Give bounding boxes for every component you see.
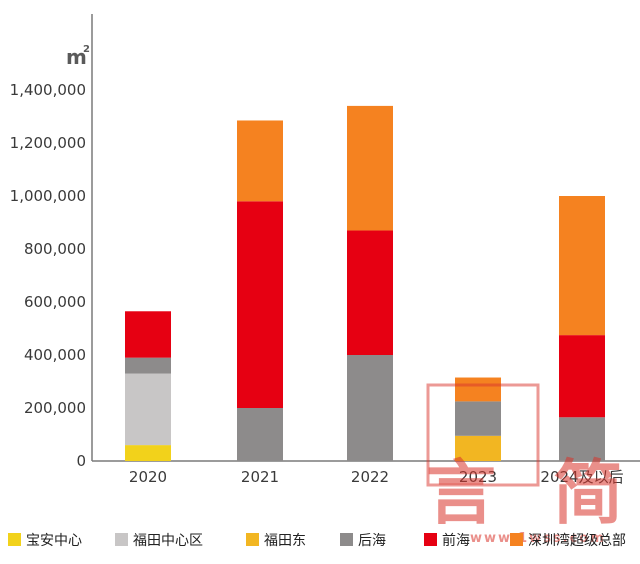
legend-swatch <box>115 533 128 546</box>
bar-segment <box>559 335 605 418</box>
legend-label: 福田东 <box>264 533 306 549</box>
bar-segment <box>455 435 501 461</box>
bar-segment <box>347 230 393 355</box>
y-tick-label: 0 <box>76 452 86 470</box>
bar-segment <box>347 105 393 231</box>
legend: 宝安中心 福田中心区 福田东 后海 前海 深圳湾超级总部 <box>8 532 626 549</box>
legend-swatch <box>510 533 523 546</box>
bar-segment <box>559 196 605 336</box>
plot-area: 0 200,000 400,000 600,000 800,000 1,000,000 1,… <box>10 14 640 486</box>
y-tick-label: 1,200,000 <box>10 134 86 152</box>
bar-segment <box>125 357 171 374</box>
y-tick-label: 200,000 <box>24 399 86 417</box>
x-tick-label: 2021 <box>241 468 279 486</box>
legend-swatch <box>8 533 21 546</box>
svg-text:www.1wss.com: www.1wss.com <box>470 531 606 546</box>
y-tick-label: 800,000 <box>24 240 86 258</box>
bar-segment <box>125 373 171 446</box>
bar-segment <box>347 355 393 461</box>
y-tick-label: 400,000 <box>24 346 86 364</box>
svg-text:言: 言 <box>426 451 496 534</box>
x-tick-label: 2020 <box>129 468 167 486</box>
legend-swatch <box>246 533 259 546</box>
y-axis-unit: m <box>66 45 87 69</box>
y-tick-label: 600,000 <box>24 293 86 311</box>
y-tick-label: 1,000,000 <box>10 187 86 205</box>
y-axis-unit-superscript: 2 <box>83 44 90 55</box>
bar-segment <box>559 417 605 461</box>
legend-label: 福田中心区 <box>133 533 203 549</box>
legend-swatch <box>424 533 437 546</box>
bar-segment <box>125 445 171 461</box>
bar-segment <box>125 311 171 358</box>
bar-segment <box>237 408 283 461</box>
x-tick-label: 2024及以后 <box>540 468 623 486</box>
bar-segment <box>455 401 501 436</box>
legend-label: 后海 <box>358 533 386 549</box>
x-tick-label: 2023 <box>459 468 497 486</box>
bar-segment <box>237 201 283 408</box>
watermark-logo: 言 简 www.1wss.com <box>426 383 623 546</box>
bar-segment <box>237 120 283 202</box>
bar-segment <box>455 377 501 402</box>
x-tick-label: 2022 <box>351 468 389 486</box>
legend-label: 深圳湾超级总部 <box>528 532 626 549</box>
legend-label: 前海 <box>442 532 470 549</box>
y-tick-label: 1,400,000 <box>10 81 86 99</box>
svg-text:简: 简 <box>553 451 623 534</box>
legend-label: 宝安中心 <box>26 533 82 549</box>
legend-swatch <box>340 533 353 546</box>
